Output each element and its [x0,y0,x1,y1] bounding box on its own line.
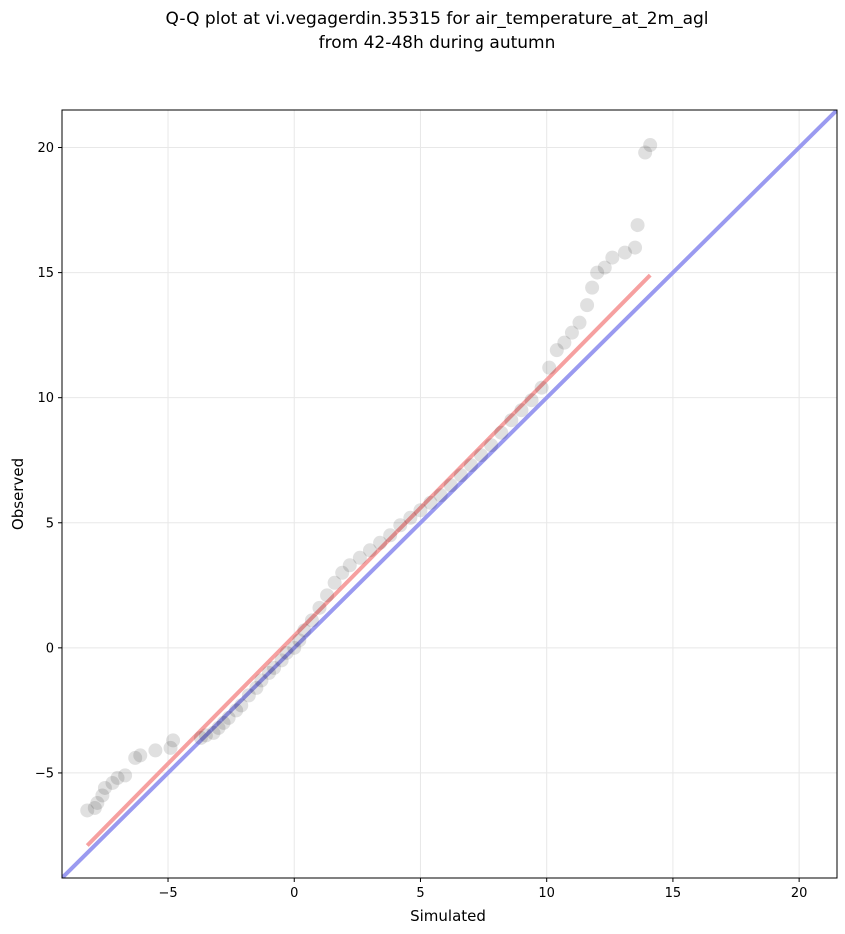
data-point [524,393,539,408]
data-point [597,260,612,275]
x-axis-ticks: −5 0 5 10 15 20 [158,878,807,901]
data-point [585,280,600,295]
data-point [373,535,388,550]
y-tick-label: 20 [37,141,54,156]
data-point [542,360,557,375]
data-point [383,528,398,543]
y-axis-ticks: −5 0 5 10 15 20 [35,141,62,781]
data-point [118,768,133,783]
data-point [453,468,468,483]
data-point [463,458,478,473]
data-point [274,653,289,668]
data-point [572,315,587,330]
data-point [128,750,143,765]
data-point [362,543,377,558]
data-point [206,725,221,740]
data-point [133,748,148,763]
x-tick-label: 10 [538,886,555,901]
data-point [211,720,226,735]
y-tick-label: 10 [37,391,54,406]
data-point [423,495,438,510]
data-point [352,550,367,565]
data-point [262,665,277,680]
data-point [564,325,579,340]
identity-line [62,110,837,878]
y-axis-label: Observed [9,458,27,530]
chart-title-line-2: from 42-48h during autumn [319,33,556,53]
data-point [292,633,307,648]
data-point [630,218,645,233]
x-tick-label: 5 [416,886,424,901]
data-point [221,710,236,725]
plot-frame [61,109,838,879]
reference-lines [62,110,837,878]
data-point [403,510,418,525]
data-point [216,715,231,730]
data-point [474,448,489,463]
data-point [557,335,572,350]
data-point [514,403,529,418]
data-point [312,600,327,615]
data-point [534,380,549,395]
data-point [413,503,428,518]
data-point [148,743,163,758]
x-tick-label: 15 [665,886,682,901]
data-point [605,250,620,265]
data-point [90,795,105,810]
data-point [229,703,244,718]
data-point [254,673,269,688]
chart-title-line-1: Q-Q plot at vi.vegagerdin.35315 for air_… [165,9,708,29]
data-point [443,478,458,493]
data-point [643,138,658,153]
data-point [628,240,643,255]
data-point [638,145,653,160]
data-point [87,800,102,815]
data-point [95,788,110,803]
data-point [494,425,509,440]
data-point [198,728,213,743]
data-point [163,740,178,755]
data-point [617,245,632,260]
data-point [342,558,357,573]
data-point [166,733,181,748]
data-point [335,565,350,580]
y-tick-label: −5 [35,766,54,781]
data-point [110,770,125,785]
data-point [580,298,595,313]
x-tick-label: 0 [290,886,298,901]
data-point [287,640,302,655]
data-point [241,688,256,703]
data-point [484,438,499,453]
data-point [304,613,319,628]
y-tick-label: 5 [46,516,54,531]
data-point [297,623,312,638]
data-point [80,803,95,818]
fit-line [85,273,652,847]
data-point [249,680,264,695]
y-tick-label: 15 [37,266,54,281]
data-point [193,730,208,745]
data-point [590,265,605,280]
data-point [504,413,519,428]
grid-lines [62,110,837,878]
data-point [97,780,112,795]
data-point [393,518,408,533]
data-point [267,660,282,675]
data-point [279,645,294,660]
data-point [327,575,342,590]
data-point [105,775,120,790]
data-point [234,698,249,713]
x-tick-label: 20 [791,886,808,901]
data-point [549,343,564,358]
data-points [80,138,658,818]
x-tick-label: −5 [158,886,177,901]
data-point [320,588,335,603]
y-tick-label: 0 [46,641,54,656]
data-point [433,488,448,503]
x-axis-label: Simulated [410,907,486,925]
